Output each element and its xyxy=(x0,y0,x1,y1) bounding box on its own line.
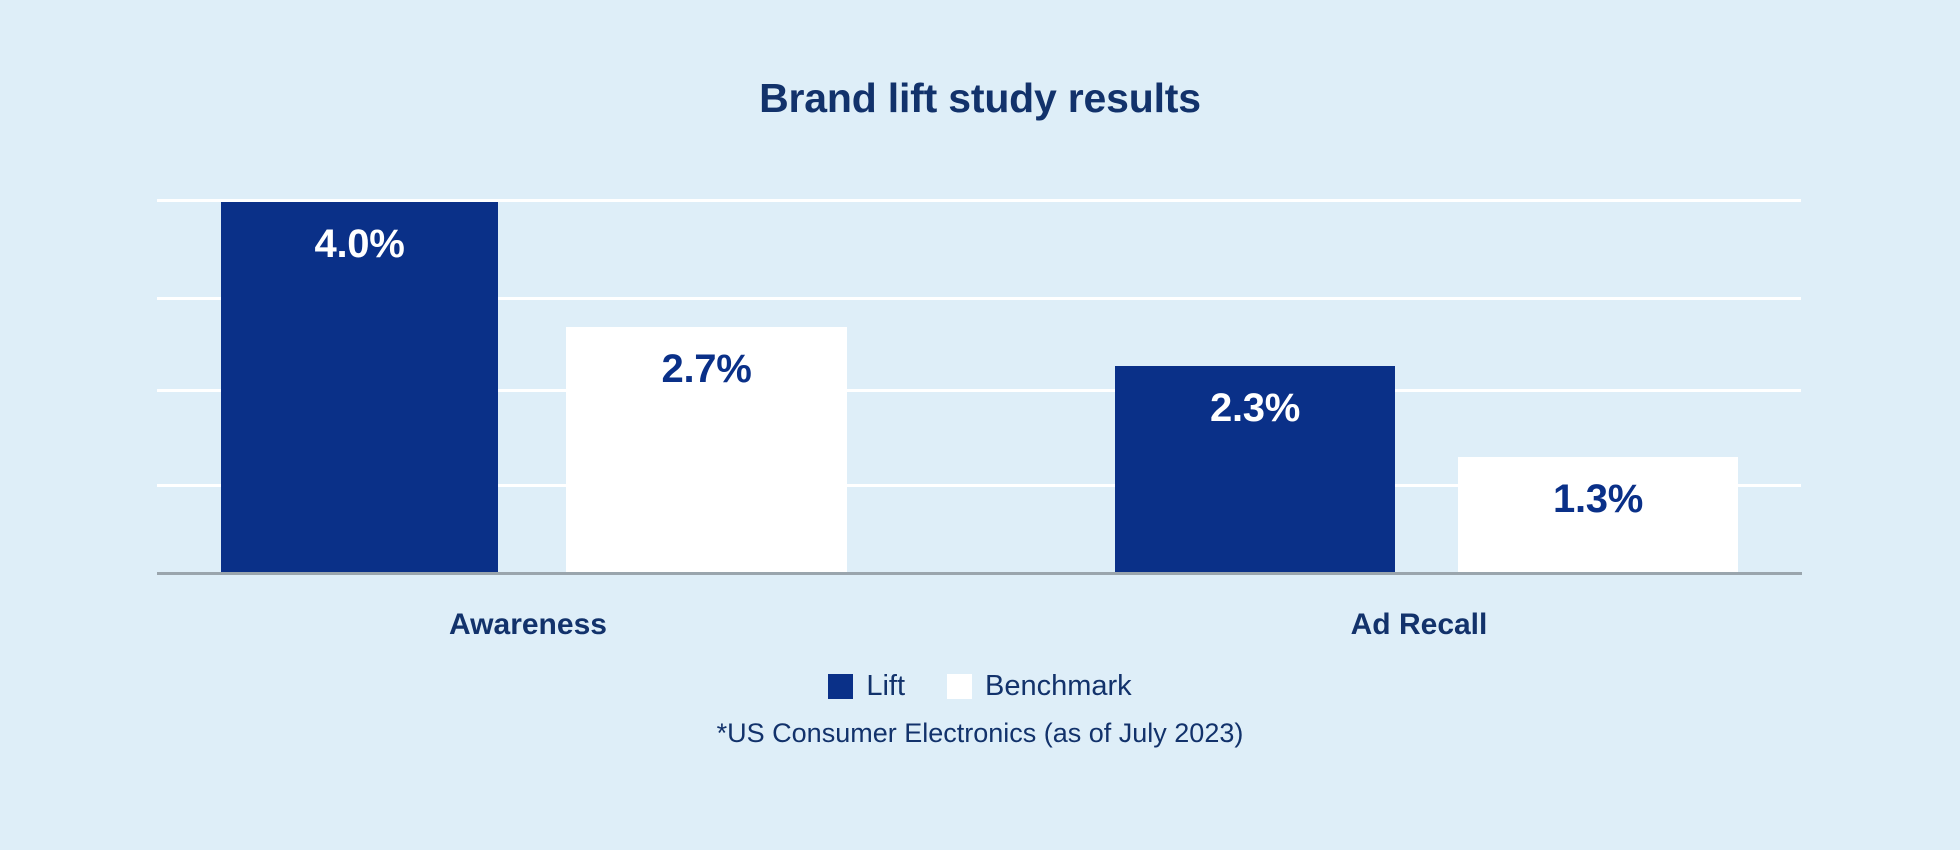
legend-item-benchmark[interactable]: Benchmark xyxy=(947,672,1132,701)
bar-adrecall-lift[interactable]: 2.3% xyxy=(1115,366,1395,575)
legend-item-lift[interactable]: Lift xyxy=(828,672,905,701)
gridline-3 xyxy=(157,389,1801,392)
bar-value-adrecall-lift: 2.3% xyxy=(1210,386,1300,430)
category-label-ad-recall: Ad Recall xyxy=(1350,608,1488,641)
bar-value-adrecall-benchmark: 1.3% xyxy=(1553,477,1643,521)
bar-awareness-benchmark[interactable]: 2.7% xyxy=(566,327,847,575)
category-label-awareness: Awareness xyxy=(449,608,607,641)
gridline-2 xyxy=(157,297,1801,300)
gridline-1 xyxy=(157,199,1801,202)
bar-value-awareness-benchmark: 2.7% xyxy=(661,347,752,391)
bar-adrecall-benchmark[interactable]: 1.3% xyxy=(1458,457,1738,575)
legend-label-lift: Lift xyxy=(866,670,905,702)
legend-swatch-benchmark-icon xyxy=(947,674,972,699)
gridline-4 xyxy=(157,484,1801,487)
chart-legend: Lift Benchmark xyxy=(0,672,1960,701)
x-axis-line xyxy=(157,572,1802,575)
plot-area: 4.0% 2.7% 2.3% 1.3% xyxy=(157,190,1801,575)
bar-value-awareness-lift: 4.0% xyxy=(314,222,405,266)
bar-awareness-lift[interactable]: 4.0% xyxy=(221,202,498,575)
chart-footnote: *US Consumer Electronics (as of July 202… xyxy=(716,718,1244,748)
legend-label-benchmark: Benchmark xyxy=(985,670,1132,702)
legend-swatch-lift-icon xyxy=(828,674,854,699)
chart-title: Brand lift study results xyxy=(759,75,1201,121)
